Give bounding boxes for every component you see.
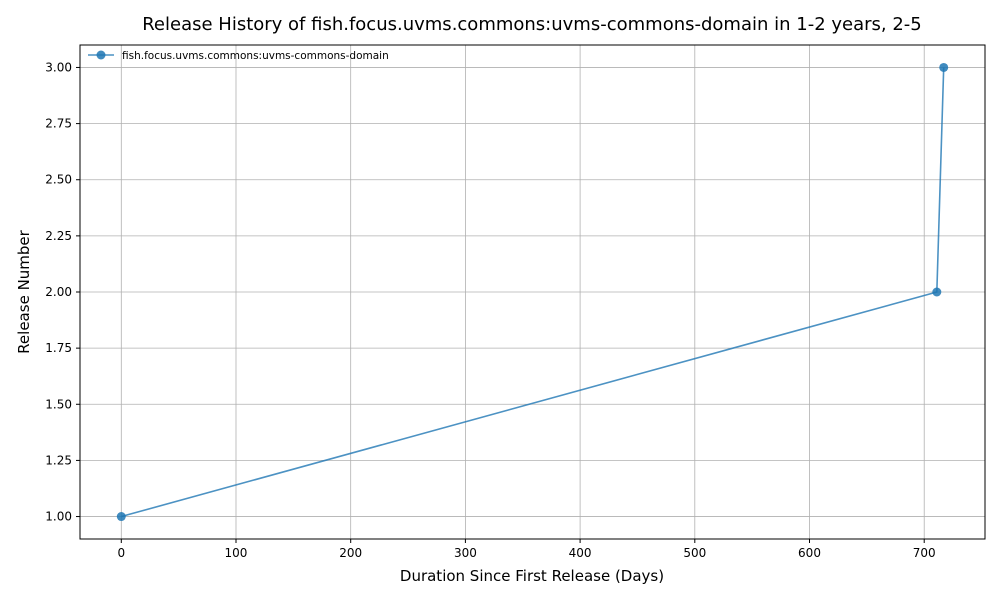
chart-title: Release History of fish.focus.uvms.commo… bbox=[142, 14, 922, 35]
y-tick-label: 2.25 bbox=[45, 229, 72, 243]
y-tick-label: 3.00 bbox=[45, 60, 72, 74]
y-tick-label: 2.00 bbox=[45, 285, 72, 299]
legend-marker bbox=[96, 50, 106, 60]
data-point bbox=[116, 512, 126, 522]
grid-lines bbox=[80, 45, 985, 539]
y-tick-label: 1.75 bbox=[45, 341, 72, 355]
x-tick-label: 500 bbox=[683, 546, 706, 560]
x-tick-label: 600 bbox=[798, 546, 821, 560]
y-tick-label: 1.50 bbox=[45, 397, 72, 411]
x-tick-label: 400 bbox=[569, 546, 592, 560]
x-tick-label: 0 bbox=[117, 546, 125, 560]
x-axis-label: Duration Since First Release (Days) bbox=[400, 567, 664, 585]
legend: fish.focus.uvms.commons:uvms-commons-dom… bbox=[88, 50, 389, 62]
y-axis-label: Release Number bbox=[15, 229, 33, 353]
y-tick-label: 1.00 bbox=[45, 510, 72, 524]
y-tick-label: 1.25 bbox=[45, 453, 72, 467]
data-point bbox=[932, 287, 942, 297]
x-tick-label: 300 bbox=[454, 546, 477, 560]
series-layer bbox=[116, 62, 949, 522]
x-tick-label: 200 bbox=[339, 546, 362, 560]
x-tick-label: 700 bbox=[913, 546, 936, 560]
x-tick-label: 100 bbox=[225, 546, 248, 560]
x-axis-ticks: 0 100 200 300 400 500 600 700 bbox=[117, 539, 936, 560]
data-point bbox=[939, 62, 949, 72]
legend-label: fish.focus.uvms.commons:uvms-commons-dom… bbox=[122, 50, 389, 62]
y-axis-ticks: 1.00 1.25 1.50 1.75 2.00 2.25 2.50 2.75 3.00 bbox=[45, 60, 80, 524]
y-tick-label: 2.75 bbox=[45, 117, 72, 131]
y-tick-label: 2.50 bbox=[45, 173, 72, 187]
